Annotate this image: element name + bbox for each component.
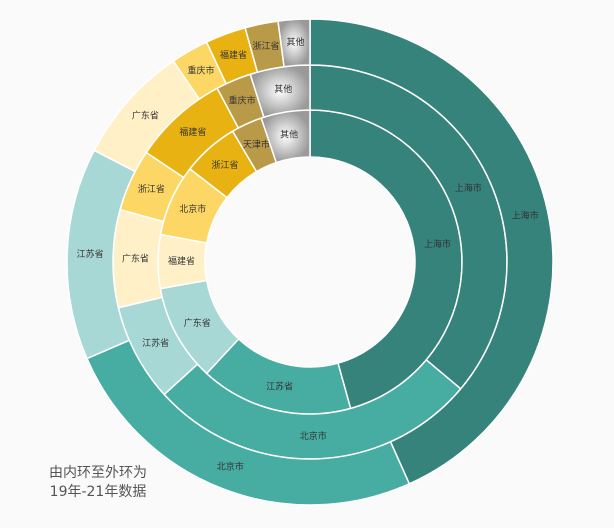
annotation: 19年-21年数据 <box>50 484 147 500</box>
segment <box>309 18 554 485</box>
annotation: 由内环至外环为 <box>49 465 147 481</box>
segment-label: 上海市 <box>455 182 482 194</box>
segment-label: 其他 <box>274 83 292 95</box>
donut-rings: 上海市江苏省广东省福建省北京市浙江省天津市其他上海市北京市江苏省广东省浙江省福建… <box>66 18 554 506</box>
segment-label: 福建省 <box>168 255 195 267</box>
segment-label: 天津市 <box>243 139 270 151</box>
segment-label: 北京市 <box>300 430 327 442</box>
segment-label: 广东省 <box>122 252 149 264</box>
segment-label: 其他 <box>286 36 304 48</box>
segment-label: 江苏省 <box>266 380 293 392</box>
segment-label: 浙江省 <box>138 183 165 195</box>
segment-label: 其他 <box>280 129 298 141</box>
segment-label: 福建省 <box>179 126 206 138</box>
segment-label: 福建省 <box>220 49 247 61</box>
segment-label: 重庆市 <box>187 64 214 76</box>
segment-label: 上海市 <box>512 210 539 222</box>
segment-label: 北京市 <box>217 461 244 473</box>
segment-label: 江苏省 <box>142 337 169 349</box>
segment-label: 浙江省 <box>212 159 239 171</box>
segment-label: 上海市 <box>424 238 451 250</box>
segment <box>277 18 311 68</box>
segment-label: 广东省 <box>132 109 159 121</box>
segment-label: 江苏省 <box>77 248 104 260</box>
segment-label: 重庆市 <box>229 95 256 107</box>
segment-label: 北京市 <box>179 203 206 215</box>
segment-label: 浙江省 <box>253 40 280 52</box>
segment-label: 广东省 <box>184 317 211 329</box>
